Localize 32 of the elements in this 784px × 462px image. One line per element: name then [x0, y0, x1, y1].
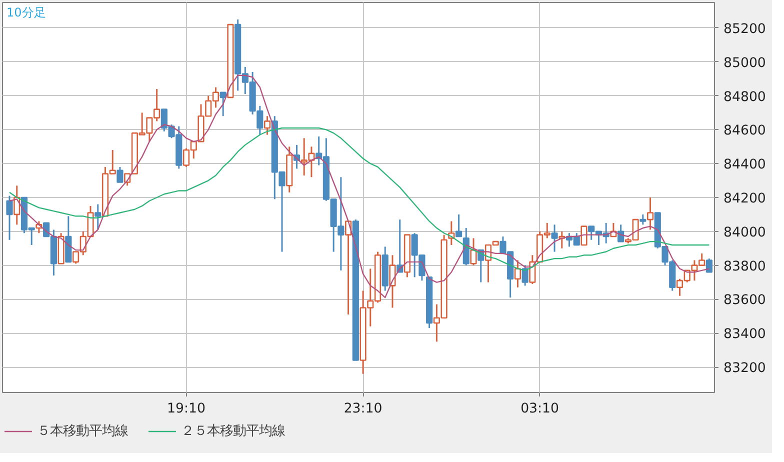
y-tick-label: 84800 [724, 90, 766, 105]
candlestick [389, 254, 396, 308]
candlestick [6, 195, 13, 241]
y-tick-label: 84400 [724, 158, 766, 173]
y-tick-label: 83200 [724, 361, 766, 376]
candlestick [580, 226, 588, 246]
y-tick-label: 85000 [724, 56, 766, 71]
chart-title: 10分足 [6, 6, 46, 20]
y-tick-label: 85200 [724, 22, 766, 37]
y-tick-label: 84600 [724, 124, 766, 139]
y-tick-label: 83600 [724, 293, 766, 308]
candlestick [514, 259, 521, 288]
candlestick [706, 258, 712, 273]
legend-label: ５本移動平均線 [37, 422, 128, 440]
y-tick-label: 83800 [724, 259, 766, 274]
candlestick [220, 92, 226, 117]
x-tick-label: 23:10 [344, 402, 382, 416]
y-tick-label: 84000 [724, 225, 766, 240]
legend-label: ２５本移動平均線 [181, 422, 285, 440]
candlestick [470, 237, 477, 266]
candlestick [264, 115, 271, 136]
x-tick-label: 03:10 [520, 402, 560, 416]
candlestick [94, 204, 102, 230]
candlestick [640, 214, 646, 226]
y-tick-label: 83400 [724, 327, 766, 342]
y-tick-label: 84200 [724, 192, 766, 206]
candlestick [455, 214, 462, 238]
candlestick [116, 166, 124, 183]
x-tick-label: 19:10 [167, 402, 206, 416]
candlestick [646, 196, 654, 230]
candlestick [522, 264, 528, 286]
candlestick [551, 224, 558, 253]
